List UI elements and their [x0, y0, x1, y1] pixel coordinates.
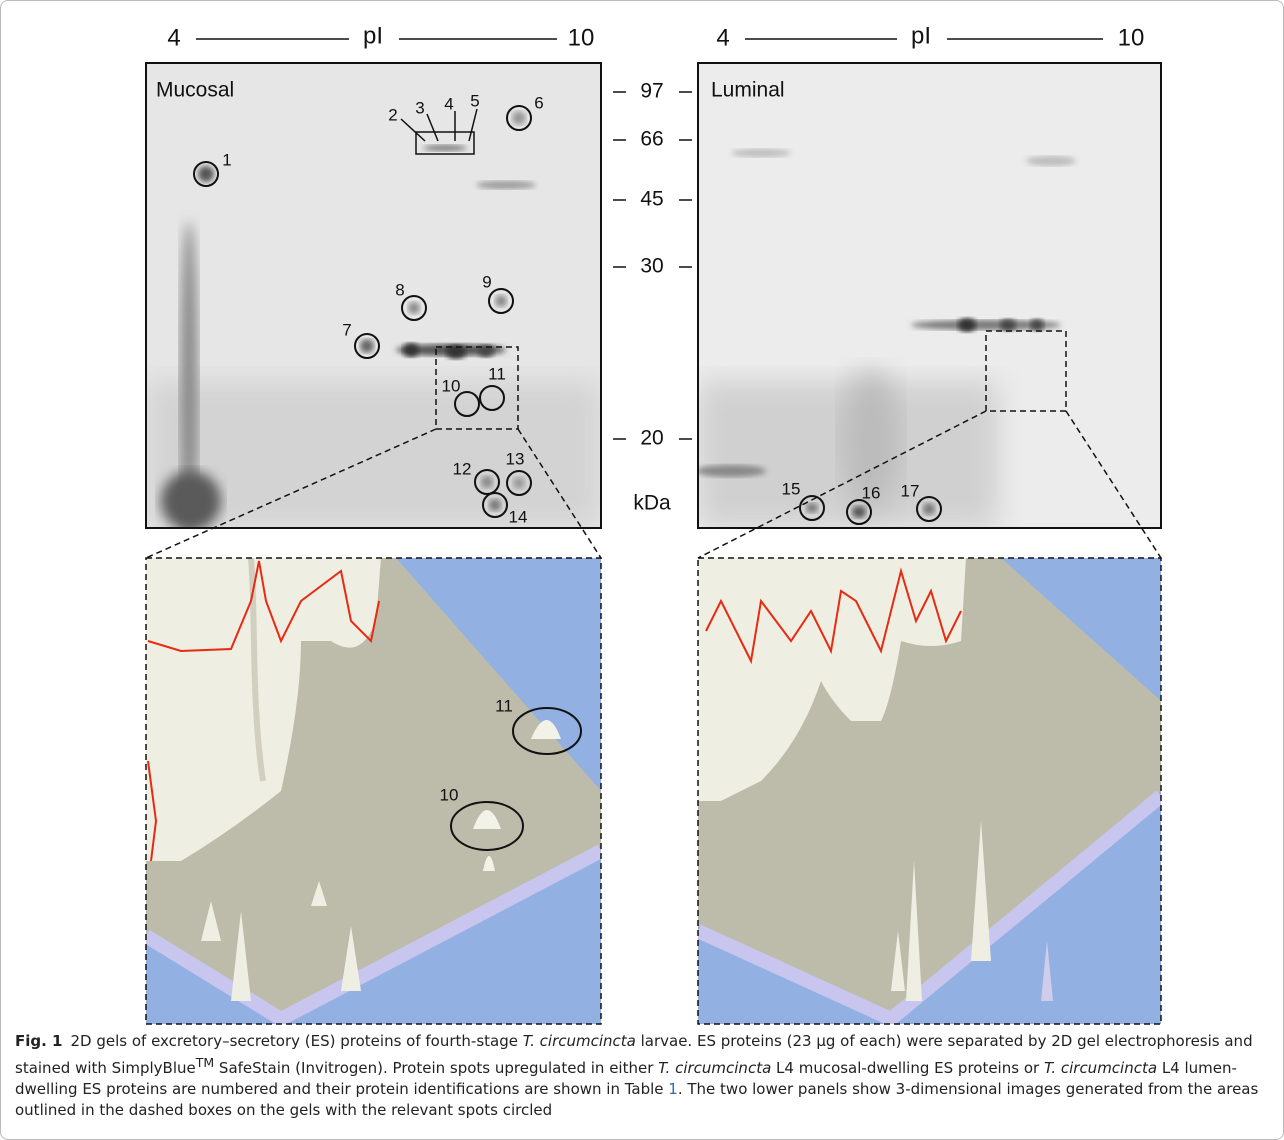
- pi-label: pI: [363, 22, 383, 49]
- spot-label: 7: [342, 320, 351, 339]
- mw-marker: 30: [640, 255, 663, 278]
- caption-text: T. circumcincta: [1044, 1059, 1157, 1077]
- spot-label: 16: [862, 483, 881, 502]
- spot-label: 9: [482, 272, 491, 291]
- spot-label: 4: [444, 94, 453, 113]
- gel-name: Luminal: [711, 79, 785, 102]
- caption-text: T. circumcincta: [658, 1059, 771, 1077]
- spot-label: 14: [509, 507, 528, 526]
- table-link[interactable]: 1: [668, 1080, 678, 1098]
- gel-name: Mucosal: [156, 79, 234, 102]
- spot-label: 13: [506, 449, 525, 468]
- pi-start: 4: [167, 24, 180, 51]
- mw-marker: 45: [640, 188, 663, 211]
- mw-unit: kDa: [633, 492, 671, 515]
- caption-text: T. circumcincta: [523, 1032, 636, 1050]
- spot-label: 2: [388, 105, 397, 124]
- spot-label: 5: [470, 91, 479, 110]
- caption-label: Fig. 1: [15, 1032, 62, 1050]
- caption-text: TM: [196, 1055, 214, 1070]
- spot-label: 11: [488, 364, 506, 383]
- spot-label: 6: [534, 93, 543, 112]
- mw-marker: 66: [640, 128, 663, 151]
- zoom-label: 10: [440, 785, 459, 804]
- caption-text: 2D gels of excretory–secretory (ES) prot…: [70, 1032, 522, 1050]
- pi-label: pI: [911, 22, 931, 49]
- pi-end: 10: [568, 24, 595, 51]
- spot-label: 1: [222, 150, 231, 169]
- zoom-label: 11: [495, 696, 513, 715]
- mw-marker: 97: [640, 80, 663, 103]
- spot-label: 15: [782, 479, 801, 498]
- spot-label: 10: [442, 376, 461, 395]
- figure-page: Mucosal4pI10Luminal4pI109766453020kDa123…: [0, 0, 1284, 1140]
- surface-plot: [146, 558, 601, 1024]
- pi-end: 10: [1118, 24, 1145, 51]
- mw-marker: 20: [640, 427, 663, 450]
- gel-image: [146, 63, 601, 541]
- spot-label: 3: [415, 98, 424, 117]
- surface-plot: [698, 558, 1161, 1024]
- gel-image: [696, 63, 1161, 528]
- spot-label: 17: [901, 481, 920, 500]
- pi-start: 4: [716, 24, 729, 51]
- spot-label: 12: [453, 459, 472, 478]
- caption-text: SafeStain (Invitrogen). Protein spots up…: [214, 1059, 658, 1077]
- caption-text: L4 mucosal-dwelling ES proteins or: [771, 1059, 1044, 1077]
- caption: Fig. 1 2D gels of excretory–secretory (ES…: [15, 1031, 1265, 1121]
- spot-label: 8: [395, 280, 404, 299]
